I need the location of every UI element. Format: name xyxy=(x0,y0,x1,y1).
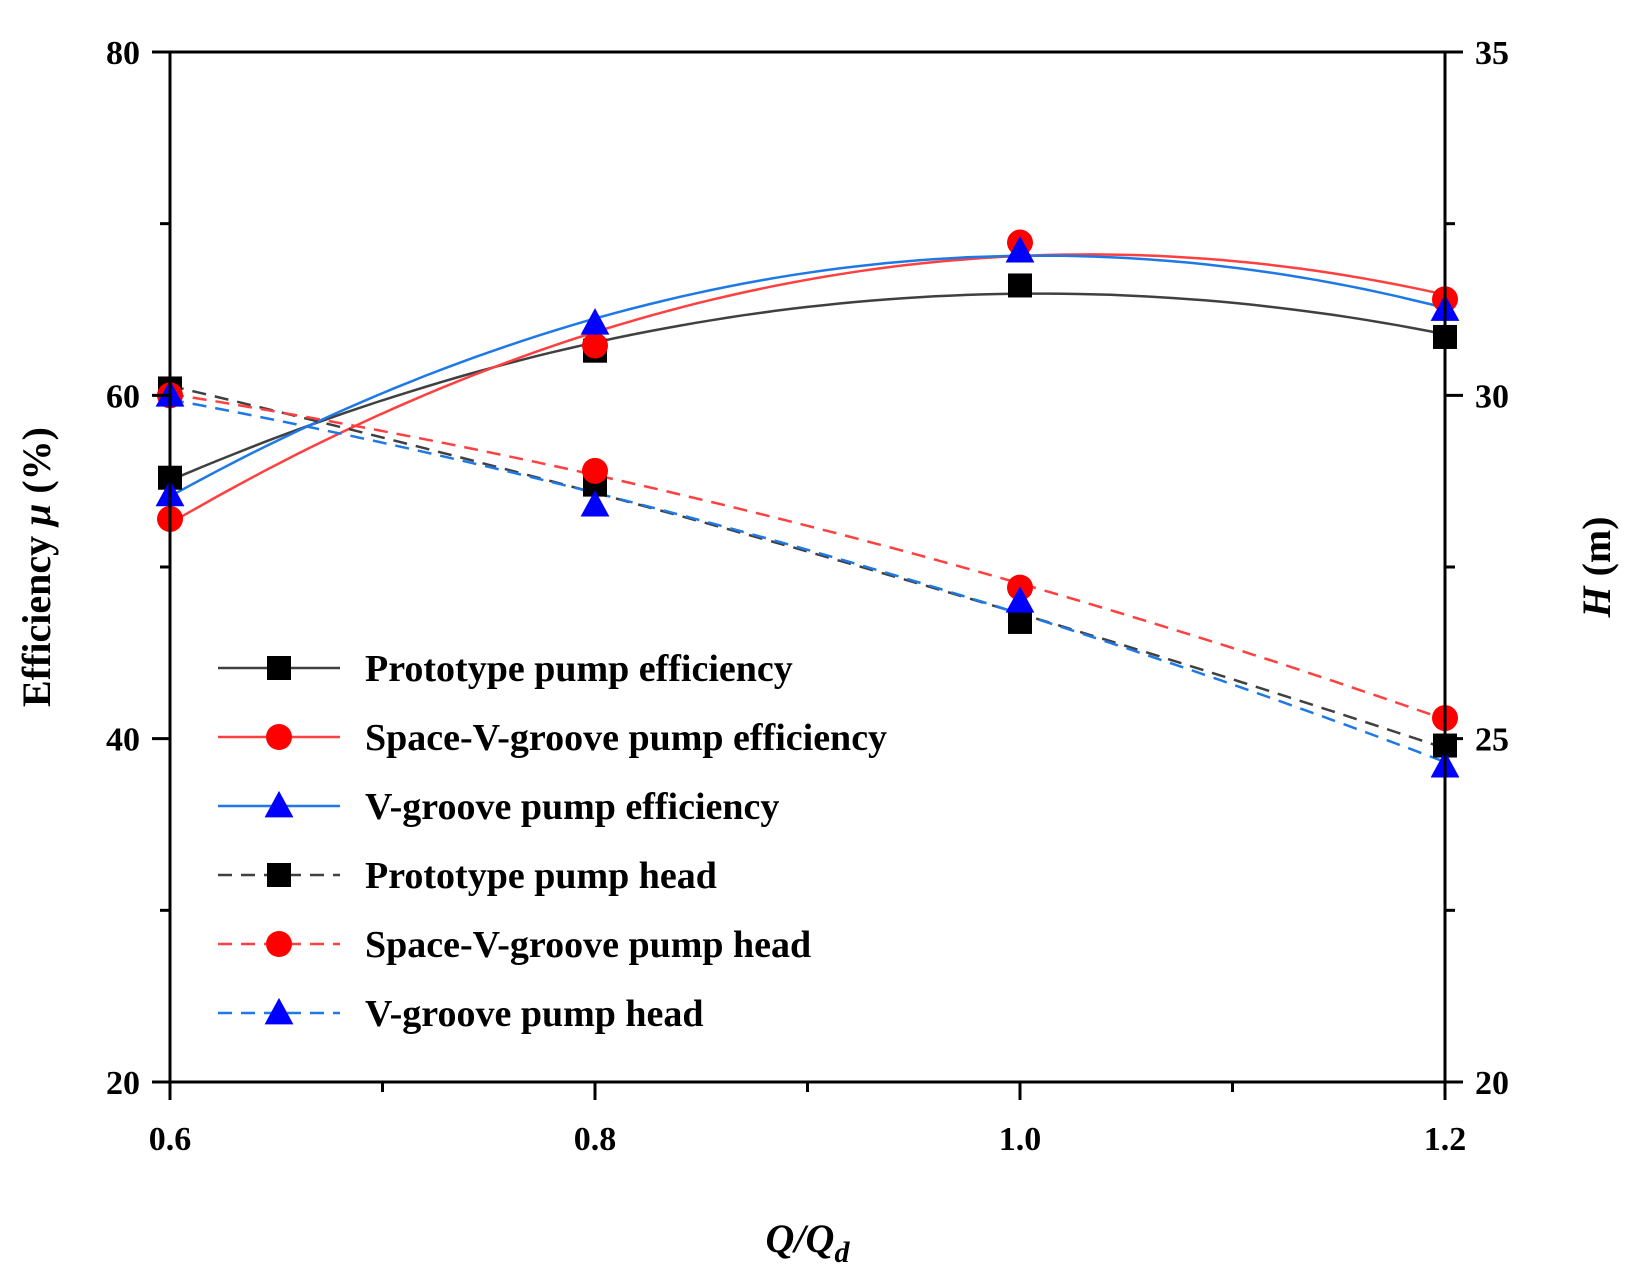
legend-marker-v-groove-pump-efficiency xyxy=(264,790,294,818)
y-left-tick-label-0: 20 xyxy=(106,1065,140,1102)
v-groove-pump-head-point-1 xyxy=(580,490,610,517)
prototype-pump-efficiency-point-2 xyxy=(1008,273,1032,298)
v-groove-pump-efficiency-point-2 xyxy=(1005,236,1035,263)
legend-label-prototype-pump-head: Prototype pump head xyxy=(365,855,717,897)
legend-entry-v-groove-pump-head: V-groove pump head xyxy=(218,993,704,1035)
y-right-tick-label-3: 35 xyxy=(1475,35,1509,72)
legend-entry-v-groove-pump-efficiency: V-groove pump efficiency xyxy=(218,786,779,828)
y-left-axis-title: Efficiency μ (%) xyxy=(14,427,59,707)
legend-label-space-v-groove-pump-efficiency: Space-V-groove pump efficiency xyxy=(365,717,887,759)
legend-entry-space-v-groove-pump-efficiency: Space-V-groove pump efficiency xyxy=(218,717,887,759)
legend-entry-prototype-pump-head: Prototype pump head xyxy=(218,855,717,897)
legend-marker-space-v-groove-pump-efficiency xyxy=(266,724,292,750)
series-curves xyxy=(169,253,1446,764)
y-left-tick-label-1: 40 xyxy=(106,722,140,759)
v-groove-pump-efficiency-fit-line xyxy=(169,254,1446,498)
legend: Prototype pump efficiency Space-V-groove … xyxy=(218,648,887,1035)
y-right-tick-label-0: 20 xyxy=(1475,1065,1509,1102)
legend-label-v-groove-pump-head: V-groove pump head xyxy=(365,993,704,1035)
prototype-pump-head-point-2 xyxy=(1008,609,1032,634)
v-groove-pump-head-point-2 xyxy=(1005,586,1035,613)
y-right-axis-title: H (m) xyxy=(1574,516,1619,618)
y-right-tick-label-2: 30 xyxy=(1475,378,1509,415)
legend-label-v-groove-pump-efficiency: V-groove pump efficiency xyxy=(365,786,779,828)
legend-marker-space-v-groove-pump-head xyxy=(266,931,292,957)
legend-entry-prototype-pump-efficiency: Prototype pump efficiency xyxy=(218,648,793,690)
space-v-groove-pump-efficiency-point-1 xyxy=(582,332,608,359)
prototype-pump-head-fit-line xyxy=(169,384,1446,750)
axes: 0.6 0.8 1.0 1.22040608020253035Q/QdEfficien… xyxy=(14,35,1619,1269)
x-tick-label-1: 0.8 xyxy=(574,1121,617,1158)
y-right-tick-label-1: 25 xyxy=(1475,722,1509,759)
space-v-groove-pump-efficiency-fit-line xyxy=(169,253,1446,525)
y-left-tick-label-3: 80 xyxy=(106,35,140,72)
legend-label-space-v-groove-pump-head: Space-V-groove pump head xyxy=(365,924,811,966)
legend-marker-prototype-pump-head xyxy=(267,863,291,887)
space-v-groove-pump-head-fit-line xyxy=(169,392,1446,721)
legend-marker-prototype-pump-efficiency xyxy=(267,656,291,680)
legend-marker-v-groove-pump-head xyxy=(264,997,294,1025)
x-tick-label-0: 0.6 xyxy=(149,1121,192,1158)
x-tick-label-3: 1.2 xyxy=(1424,1121,1467,1158)
x-axis-title: Q/Qd xyxy=(766,1216,851,1269)
v-groove-pump-head-fit-line xyxy=(169,398,1446,764)
v-groove-pump-efficiency-point-1 xyxy=(580,308,610,335)
space-v-groove-pump-head-point-1 xyxy=(582,457,608,484)
y-left-tick-label-2: 60 xyxy=(106,378,140,415)
legend-label-prototype-pump-efficiency: Prototype pump efficiency xyxy=(365,648,793,690)
legend-entry-space-v-groove-pump-head: Space-V-groove pump head xyxy=(218,924,811,966)
x-tick-label-2: 1.0 xyxy=(999,1121,1042,1158)
prototype-pump-efficiency-fit-line xyxy=(169,292,1446,482)
series-markers xyxy=(155,229,1460,778)
